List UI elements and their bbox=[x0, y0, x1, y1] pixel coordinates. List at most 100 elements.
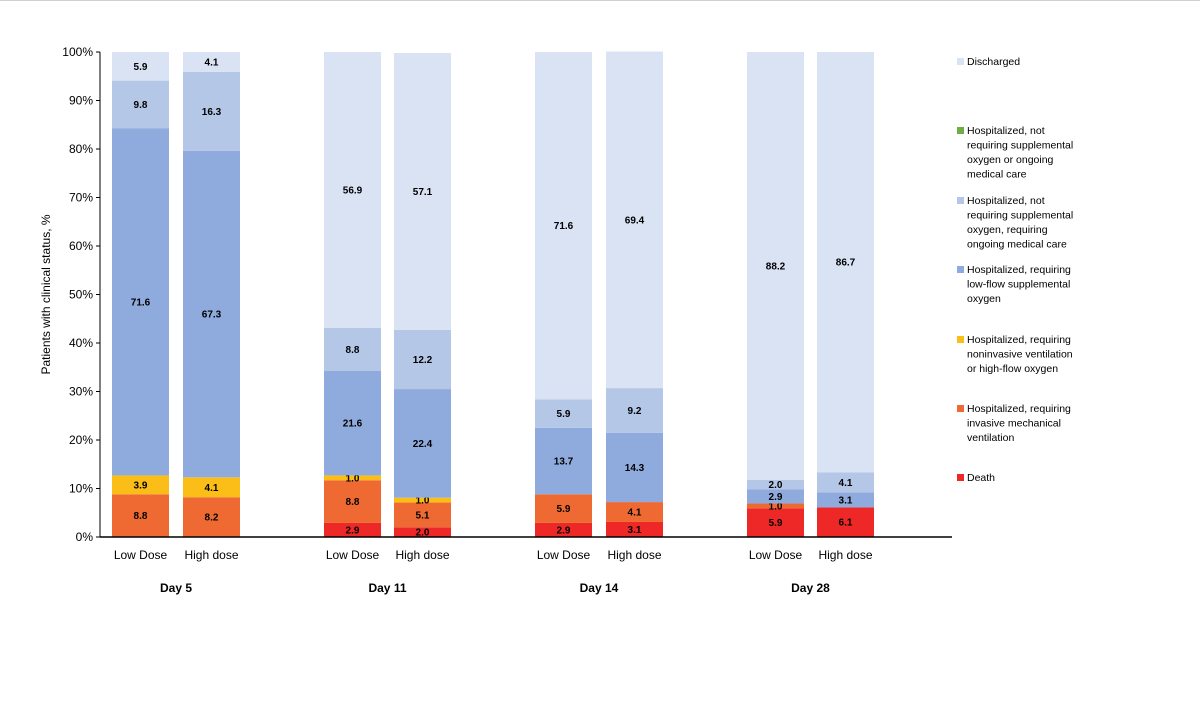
bar-value-label: 8.2 bbox=[205, 513, 219, 524]
bar-segment bbox=[535, 522, 592, 537]
x-group-label: Day 28 bbox=[791, 581, 830, 595]
bar-segment bbox=[817, 492, 874, 508]
bar-value-label: 2.9 bbox=[769, 492, 783, 503]
bar-value-label: 71.6 bbox=[131, 297, 151, 308]
legend-label: noninvasive ventilation bbox=[967, 349, 1073, 361]
bar-value-label: 4.1 bbox=[205, 483, 219, 494]
bar-value-label: 67.3 bbox=[202, 310, 222, 321]
bar-segment bbox=[394, 52, 451, 330]
bar-segment bbox=[817, 52, 874, 473]
x-category-label: Low Dose bbox=[537, 548, 591, 562]
legend-label: medical care bbox=[967, 169, 1027, 181]
bar-value-label: 8.8 bbox=[134, 511, 148, 522]
bar-value-label: 4.1 bbox=[205, 57, 219, 68]
bar-value-label: 69.4 bbox=[625, 215, 645, 226]
y-tick-label: 30% bbox=[69, 385, 93, 399]
x-category-label: High dose bbox=[184, 548, 238, 562]
bar-value-label: 88.2 bbox=[766, 261, 786, 272]
legend-label: Hospitalized, not bbox=[967, 195, 1045, 207]
bar-segment bbox=[817, 507, 874, 537]
bar-value-label: 3.1 bbox=[628, 525, 642, 536]
legend-swatch bbox=[957, 197, 964, 204]
bar-value-label: 13.7 bbox=[554, 457, 574, 468]
bar-value-label: 5.9 bbox=[769, 518, 783, 529]
bar-segment bbox=[112, 52, 169, 81]
legend-swatch bbox=[957, 405, 964, 412]
bar-segment bbox=[747, 479, 804, 490]
bar-value-label: 56.9 bbox=[343, 185, 363, 196]
y-tick-label: 70% bbox=[69, 191, 93, 205]
y-tick-label: 20% bbox=[69, 433, 93, 447]
top-border bbox=[0, 0, 1200, 1]
bar-segment bbox=[606, 388, 663, 433]
bar-segment bbox=[394, 329, 451, 390]
legend-label: ventilation bbox=[967, 432, 1014, 444]
bar-value-label: 1.0 bbox=[769, 501, 783, 512]
bar-value-label: 2.0 bbox=[416, 528, 430, 539]
x-group-label: Day 14 bbox=[580, 581, 619, 595]
legend-swatch bbox=[957, 58, 964, 65]
bar-value-label: 4.1 bbox=[628, 508, 642, 519]
bar-segment bbox=[535, 52, 592, 400]
bar-value-label: 21.6 bbox=[343, 419, 363, 430]
legend-swatch bbox=[957, 336, 964, 343]
y-tick-label: 60% bbox=[69, 239, 93, 253]
bar-segment bbox=[112, 475, 169, 495]
bar-segment bbox=[606, 51, 663, 389]
bar-value-label: 12.2 bbox=[413, 355, 433, 366]
bar-segment bbox=[535, 427, 592, 495]
legend-label: Discharged bbox=[967, 56, 1020, 68]
bar-value-label: 6.1 bbox=[839, 518, 853, 529]
bar-segment bbox=[324, 522, 381, 537]
bar-value-label: 5.9 bbox=[134, 62, 148, 73]
legend-label: low-flow supplemental bbox=[967, 279, 1070, 291]
bar-segment bbox=[394, 497, 451, 503]
bar-value-label: 5.1 bbox=[416, 510, 430, 521]
bar-value-label: 8.8 bbox=[346, 345, 360, 356]
bar-value-label: 2.9 bbox=[346, 525, 360, 536]
bar-value-label: 71.6 bbox=[554, 221, 574, 232]
bar-segment bbox=[183, 71, 240, 151]
y-axis-title: Patients with clinical status, % bbox=[39, 214, 53, 374]
y-tick-label: 100% bbox=[62, 45, 93, 59]
bar-segment bbox=[324, 370, 381, 476]
bar-segment bbox=[747, 489, 804, 504]
legend-label: requiring supplemental bbox=[967, 210, 1073, 222]
bar-segment bbox=[183, 477, 240, 498]
bar-segment bbox=[747, 508, 804, 537]
legend-label: Hospitalized, requiring bbox=[967, 334, 1071, 346]
y-tick-label: 40% bbox=[69, 336, 93, 350]
x-group-label: Day 5 bbox=[160, 581, 192, 595]
bar-segment bbox=[747, 503, 804, 509]
bar-segment bbox=[535, 494, 592, 523]
bar-value-label: 16.3 bbox=[202, 107, 222, 118]
bar-segment bbox=[112, 494, 169, 537]
y-tick-label: 80% bbox=[69, 142, 93, 156]
x-category-label: Low Dose bbox=[326, 548, 380, 562]
bar-value-label: 57.1 bbox=[413, 187, 433, 198]
bar-segment bbox=[606, 521, 663, 537]
bar-segment bbox=[817, 472, 874, 493]
legend-label: requiring supplemental bbox=[967, 140, 1073, 152]
bar-value-label: 5.9 bbox=[557, 504, 571, 515]
legend-label: invasive mechanical bbox=[967, 418, 1061, 430]
y-tick-label: 90% bbox=[69, 94, 93, 108]
legend-label: oxygen, requiring bbox=[967, 224, 1048, 236]
legend-swatch bbox=[957, 127, 964, 134]
bar-segment bbox=[394, 389, 451, 498]
y-tick-label: 50% bbox=[69, 288, 93, 302]
bar-segment bbox=[183, 150, 240, 478]
legend-swatch bbox=[957, 266, 964, 273]
x-category-label: High dose bbox=[395, 548, 449, 562]
legend-label: oxygen or ongoing bbox=[967, 154, 1054, 166]
bar-segment bbox=[183, 497, 240, 537]
y-tick-label: 10% bbox=[69, 482, 93, 496]
legend-label: Death bbox=[967, 472, 995, 484]
legend-label: oxygen bbox=[967, 293, 1001, 305]
bar-value-label: 9.2 bbox=[628, 406, 642, 417]
bar-segment bbox=[606, 432, 663, 503]
bar-segment bbox=[394, 502, 451, 528]
x-category-label: High dose bbox=[818, 548, 872, 562]
bar-segment bbox=[183, 52, 240, 72]
